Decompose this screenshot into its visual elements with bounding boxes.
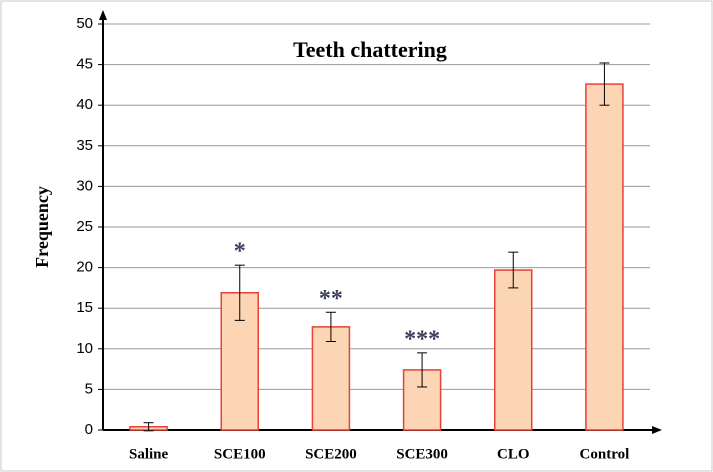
bar xyxy=(311,326,351,431)
y-tick-label: 0 xyxy=(85,421,93,438)
y-axis-arrow xyxy=(99,10,107,20)
y-tick-label: 40 xyxy=(76,96,93,113)
bar xyxy=(494,269,533,431)
y-axis-label: Frequency xyxy=(32,186,52,268)
y-tick-label: 35 xyxy=(76,137,93,154)
significance-mark: *** xyxy=(404,326,440,352)
y-tick-label: 45 xyxy=(76,56,93,73)
bar xyxy=(585,83,624,431)
y-tick-label: 25 xyxy=(76,218,93,235)
x-tick-label: Saline xyxy=(129,446,169,462)
x-tick-label: Control xyxy=(580,446,630,462)
x-tick-label: SCE300 xyxy=(396,446,448,462)
chart-title: Teeth chattering xyxy=(293,37,447,62)
y-tick-label: 30 xyxy=(76,177,93,194)
significance-mark: * xyxy=(234,239,246,265)
y-tick-label: 10 xyxy=(76,340,93,357)
x-tick-label: CLO xyxy=(497,446,530,462)
x-axis-arrow xyxy=(652,426,662,434)
x-tick-label: SCE100 xyxy=(214,446,266,462)
y-tick-label: 20 xyxy=(76,259,93,276)
y-tick-label: 15 xyxy=(76,299,93,316)
x-tick-label: SCE200 xyxy=(305,446,357,462)
y-tick-label: 5 xyxy=(85,380,93,397)
significance-mark: ** xyxy=(319,286,343,312)
y-tick-label: 50 xyxy=(76,15,93,32)
